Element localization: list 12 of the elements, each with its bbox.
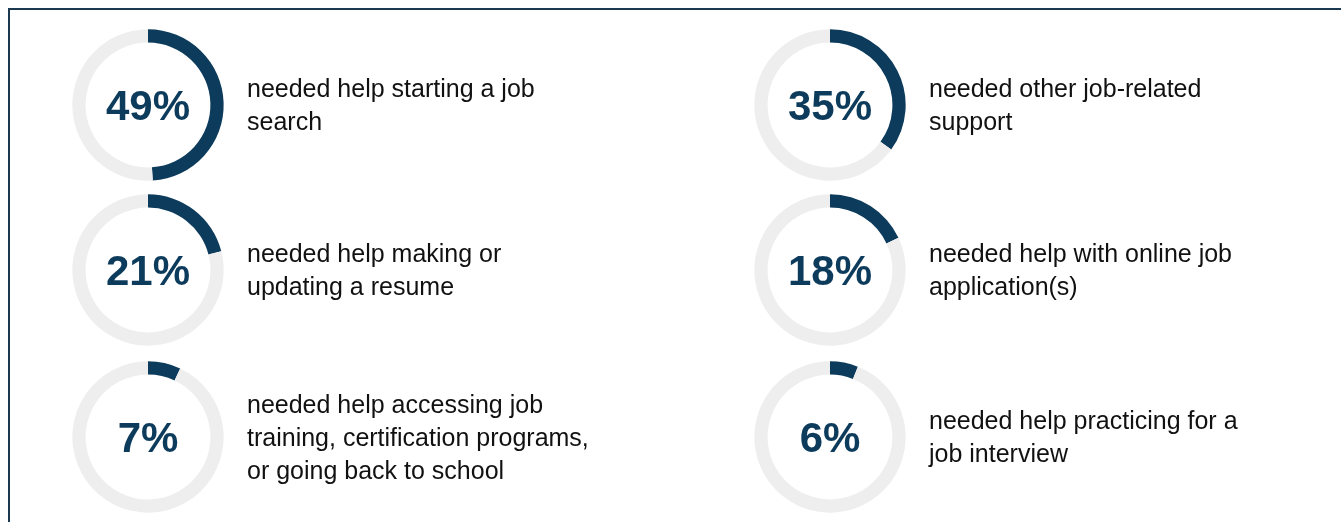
text: 6% bbox=[799, 413, 861, 461]
text: needed help starting a job search bbox=[247, 73, 535, 137]
text: needed other job-related support bbox=[929, 73, 1202, 137]
text: 18% bbox=[787, 246, 873, 294]
text: needed help accessing job training, certification programs, or going back to school bbox=[247, 388, 589, 486]
text: 49% bbox=[105, 81, 191, 129]
text: needed help making or updating a resume bbox=[247, 238, 502, 302]
text: needed help practicing for a job interview bbox=[929, 405, 1238, 469]
text: needed help with online job application(s) bbox=[929, 238, 1233, 302]
text: 35% bbox=[787, 81, 873, 129]
text: 7% bbox=[117, 413, 179, 461]
text: 21% bbox=[105, 246, 191, 294]
